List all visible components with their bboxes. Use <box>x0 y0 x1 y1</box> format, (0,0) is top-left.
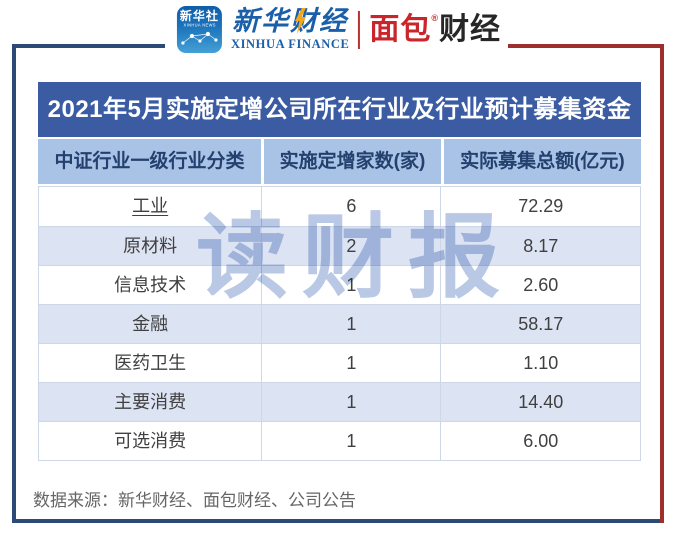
count-cell: 1 <box>261 422 440 460</box>
frame-top-right-line <box>508 44 664 48</box>
lightning-bolt-icon <box>295 8 307 35</box>
xinhua-app-sublabel: XINHUA NEWS <box>183 23 216 29</box>
count-cell: 1 <box>261 344 440 382</box>
table-row: 主要消费 1 14.40 <box>39 382 640 421</box>
data-source: 数据来源：新华财经、面包财经、公司公告 <box>33 491 356 510</box>
xinhua-news-app-icon: 新华社 XINHUA NEWS <box>176 6 222 53</box>
industry-cell: 可选消费 <box>114 431 187 451</box>
frame-right-line <box>660 44 664 523</box>
table-header-row: 中证行业一级行业分类 实施定增家数(家) 实际募集总额(亿元) <box>38 139 641 184</box>
header-amount: 实际募集总额(亿元) <box>440 139 641 184</box>
amount-cell: 58.17 <box>440 305 640 343</box>
xinhua-finance-logo: 新华财经 XINHUA FINANCE <box>231 8 349 51</box>
count-cell: 6 <box>261 187 440 226</box>
count-cell: 2 <box>261 227 440 265</box>
amount-cell: 1.10 <box>440 344 640 382</box>
amount-cell: 14.40 <box>440 383 640 421</box>
xinhua-finance-en: XINHUA FINANCE <box>230 37 350 52</box>
table-row: 原材料 2 8.17 <box>39 226 640 265</box>
xinhua-finance-cn: 新华财经 <box>232 6 349 37</box>
registered-mark: ® <box>431 13 440 23</box>
table-row: 医药卫生 1 1.10 <box>39 343 640 382</box>
mianbao-finance-logo: 面包®财经 <box>369 14 501 45</box>
amount-cell: 6.00 <box>440 422 640 460</box>
mianbao-part1: 面包 <box>369 13 432 46</box>
frame-left-line <box>12 44 16 523</box>
industry-cell: 医药卫生 <box>114 353 187 373</box>
xinhua-app-label: 新华社 <box>179 9 219 23</box>
count-cell: 1 <box>261 266 440 304</box>
brand-header: 新华社 XINHUA NEWS 新华财经 <box>170 6 508 53</box>
table-row: 可选消费 1 6.00 <box>39 421 640 460</box>
header-industry: 中证行业一级行业分类 <box>38 139 262 184</box>
amount-cell: 72.29 <box>440 187 640 226</box>
data-table: 中证行业一级行业分类 实施定增家数(家) 实际募集总额(亿元) 工业 6 72.29… <box>38 139 641 461</box>
industry-cell: 主要消费 <box>114 392 187 412</box>
table-row: 工业 6 72.29 <box>39 187 640 226</box>
industry-cell: 工业 <box>132 196 169 216</box>
frame-bottom-line <box>12 519 664 523</box>
constellation-icon <box>181 31 218 45</box>
industry-cell: 信息技术 <box>114 275 187 295</box>
mianbao-part2: 财经 <box>439 13 502 46</box>
industry-cell: 金融 <box>132 314 169 334</box>
count-cell: 1 <box>261 305 440 343</box>
logo-divider <box>358 10 361 49</box>
industry-cell: 原材料 <box>123 236 178 256</box>
table-row: 信息技术 1 2.60 <box>39 265 640 304</box>
header-count: 实施定增家数(家) <box>261 139 441 184</box>
table-row: 金融 1 58.17 <box>39 304 640 343</box>
table-body: 工业 6 72.29 原材料 2 8.17 信息技术 1 2.60 金融 1 58.17 医药卫生 1 1.… <box>38 186 641 461</box>
count-cell: 1 <box>261 383 440 421</box>
chart-title: 2021年5月实施定增公司所在行业及行业预计募集资金 <box>38 82 641 137</box>
amount-cell: 8.17 <box>440 227 640 265</box>
frame-top-left-line <box>12 44 165 48</box>
amount-cell: 2.60 <box>440 266 640 304</box>
